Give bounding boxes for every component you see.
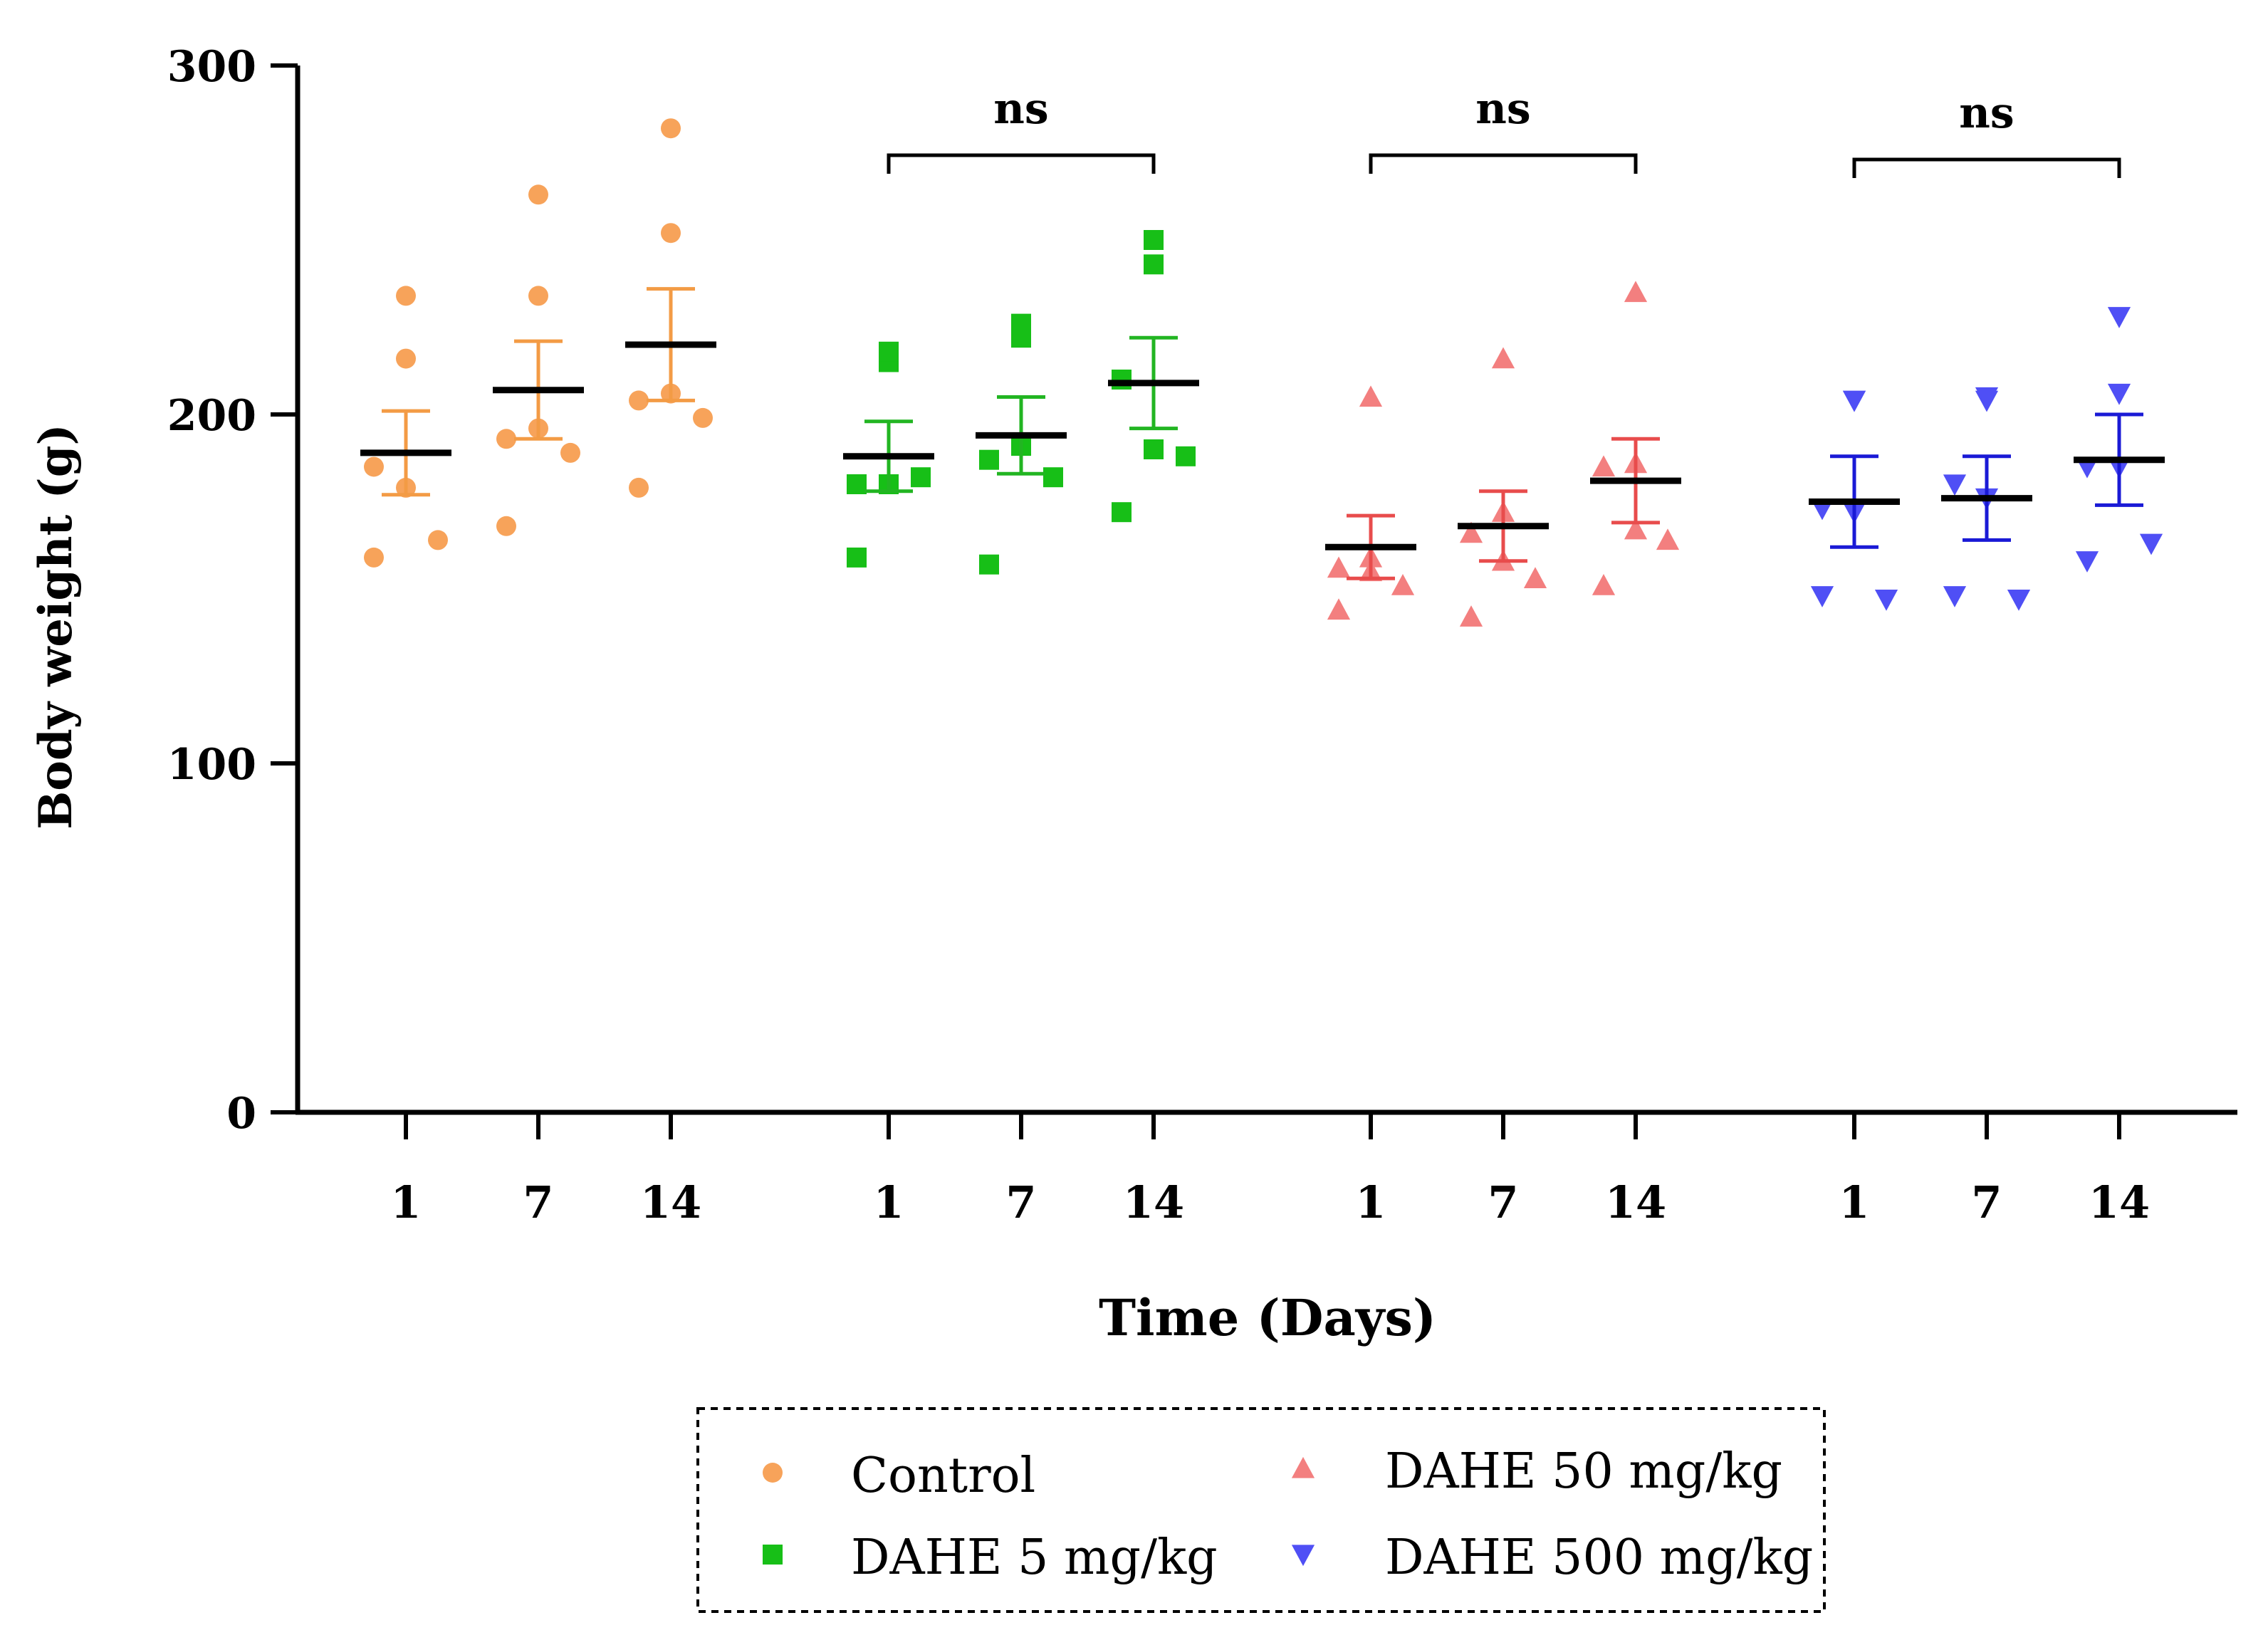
series-dahe-5-mg-kg (843, 230, 1199, 575)
significance-bracket (887, 153, 1156, 174)
legend-border (696, 1407, 1826, 1613)
y-tick-label: 100 (167, 740, 256, 790)
data-point (396, 348, 416, 369)
legend-marker (763, 1463, 783, 1483)
data-point (1144, 439, 1164, 459)
data-point (1624, 518, 1648, 540)
series-control (360, 118, 716, 568)
data-point (1144, 254, 1164, 275)
x-tick-label: 14 (640, 1176, 701, 1228)
legend-label: DAHE 5 mg/kg (851, 1530, 1218, 1586)
data-point (2007, 590, 2031, 611)
data-point (1624, 281, 1648, 303)
x-tick-label: 1 (873, 1176, 904, 1228)
data-point (1144, 230, 1164, 250)
legend-marker (1291, 1456, 1315, 1478)
legend-item: DAHE 5 mg/kg (763, 1530, 1218, 1586)
significance-label: ns (993, 84, 1048, 134)
x-tick-label: 1 (390, 1176, 421, 1228)
data-point (2107, 383, 2131, 405)
data-point (1592, 574, 1616, 595)
significance-bracket (1852, 157, 2121, 178)
data-point (1176, 446, 1196, 466)
data-point (1592, 455, 1616, 477)
x-tick-label: 1 (1355, 1176, 1386, 1228)
data-point (847, 474, 867, 494)
significance-bracket (1369, 153, 1638, 174)
data-point (911, 467, 931, 488)
data-point (1459, 605, 1483, 627)
significance-label: ns (1959, 88, 2014, 138)
x-tick-label: 7 (1488, 1176, 1518, 1228)
data-point (1112, 370, 1132, 390)
legend-item: Control (763, 1448, 1035, 1504)
data-point (364, 456, 384, 477)
data-point (496, 516, 516, 536)
data-point (1656, 528, 1680, 550)
legend: Control DAHE 5 mg/kg DAHE 50 mg/kg DAHE 500… (696, 1407, 1826, 1613)
data-point (1391, 574, 1415, 595)
data-point (2107, 307, 2131, 328)
x-tick-label: 14 (1605, 1176, 1666, 1228)
data-point (661, 223, 681, 244)
x-tick-label: 14 (2089, 1176, 2150, 1228)
legend-item: DAHE 50 mg/kg (1291, 1443, 1782, 1500)
significance-label: ns (1475, 84, 1530, 134)
legend-item: DAHE 500 mg/kg (1291, 1530, 1813, 1586)
data-point (396, 286, 416, 306)
data-point (693, 407, 713, 428)
legend-marker (1291, 1545, 1315, 1567)
data-point (979, 554, 999, 575)
data-point (1327, 598, 1351, 620)
data-point (1943, 586, 1967, 607)
data-point (1975, 387, 1999, 409)
data-point (847, 547, 867, 568)
data-point (364, 547, 384, 568)
y-tick-label: 0 (226, 1089, 256, 1139)
data-point (1359, 385, 1383, 407)
y-axis-title: Body weight (g) (29, 424, 83, 830)
data-point (979, 449, 999, 470)
legend-label: DAHE 50 mg/kg (1385, 1443, 1782, 1500)
legend-marker (763, 1545, 783, 1565)
data-point (428, 530, 448, 550)
data-point (1943, 474, 1967, 496)
data-point (528, 184, 548, 205)
data-point (1112, 502, 1132, 523)
data-point (1523, 567, 1547, 588)
data-point (1327, 556, 1351, 578)
legend-label: DAHE 500 mg/kg (1385, 1530, 1813, 1586)
plot-area: ns ns ns (360, 84, 2165, 627)
data-point (1810, 586, 1834, 607)
data-point (1011, 328, 1031, 348)
y-tick-label: 200 (167, 391, 256, 441)
data-point (528, 286, 548, 306)
data-point (496, 429, 516, 449)
data-point (629, 477, 649, 498)
legend-label: Control (851, 1448, 1035, 1504)
data-point (560, 442, 580, 463)
data-point (2139, 533, 2163, 555)
data-point (1043, 467, 1063, 488)
data-point (1491, 347, 1515, 369)
data-point (879, 341, 899, 362)
data-point (1459, 521, 1483, 543)
series-dahe-500-mg-kg (1809, 307, 2165, 611)
y-tick-label: 300 (167, 42, 256, 92)
x-tick-label: 7 (1971, 1176, 2002, 1228)
x-axis-title: Time (Days) (1099, 1288, 1436, 1347)
series-dahe-50-mg-kg (1325, 281, 1681, 627)
data-point (661, 118, 681, 139)
x-tick-label: 7 (1005, 1176, 1036, 1228)
x-tick-label: 14 (1123, 1176, 1184, 1228)
axes: 0 100 200 300 1 7 14 1 7 14 1 7 14 1 7 14 (167, 42, 2237, 1228)
data-point (1842, 390, 1866, 412)
data-point (629, 390, 649, 411)
data-point (1874, 590, 1898, 611)
x-tick-label: 1 (1839, 1176, 1869, 1228)
data-point (2075, 551, 2099, 573)
x-tick-label: 7 (523, 1176, 553, 1228)
